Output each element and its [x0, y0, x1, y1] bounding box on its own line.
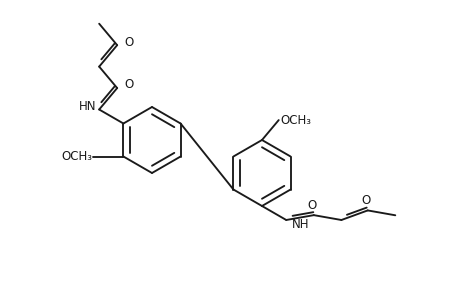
Text: HN: HN — [78, 100, 96, 113]
Text: O: O — [307, 199, 316, 212]
Text: OCH₃: OCH₃ — [280, 113, 311, 127]
Text: O: O — [361, 194, 371, 207]
Text: NH: NH — [292, 219, 310, 232]
Text: O: O — [125, 36, 134, 49]
Text: O: O — [125, 77, 134, 90]
Text: OCH₃: OCH₃ — [61, 150, 92, 163]
